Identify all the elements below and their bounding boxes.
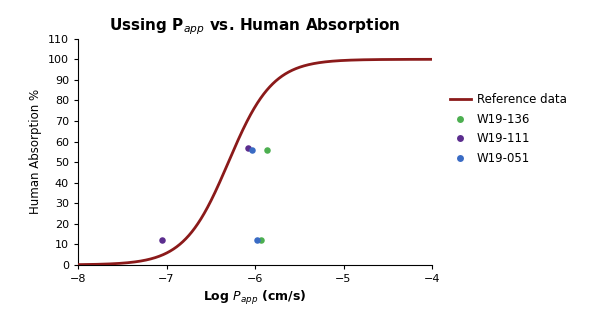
Point [262,147,271,152]
Legend: Reference data, W19-136, W19-111, W19-051: Reference data, W19-136, W19-111, W19-05… [445,89,571,170]
Point [256,238,266,243]
Y-axis label: Human Absorption %: Human Absorption % [29,89,43,214]
Point [243,145,253,150]
Title: Ussing P$_{app}$ vs. Human Absorption: Ussing P$_{app}$ vs. Human Absorption [109,16,401,37]
X-axis label: Log $\it{P}_{app}$ (cm/s): Log $\it{P}_{app}$ (cm/s) [203,289,307,307]
Point [248,147,257,152]
Point [157,238,167,243]
Point [252,238,262,243]
